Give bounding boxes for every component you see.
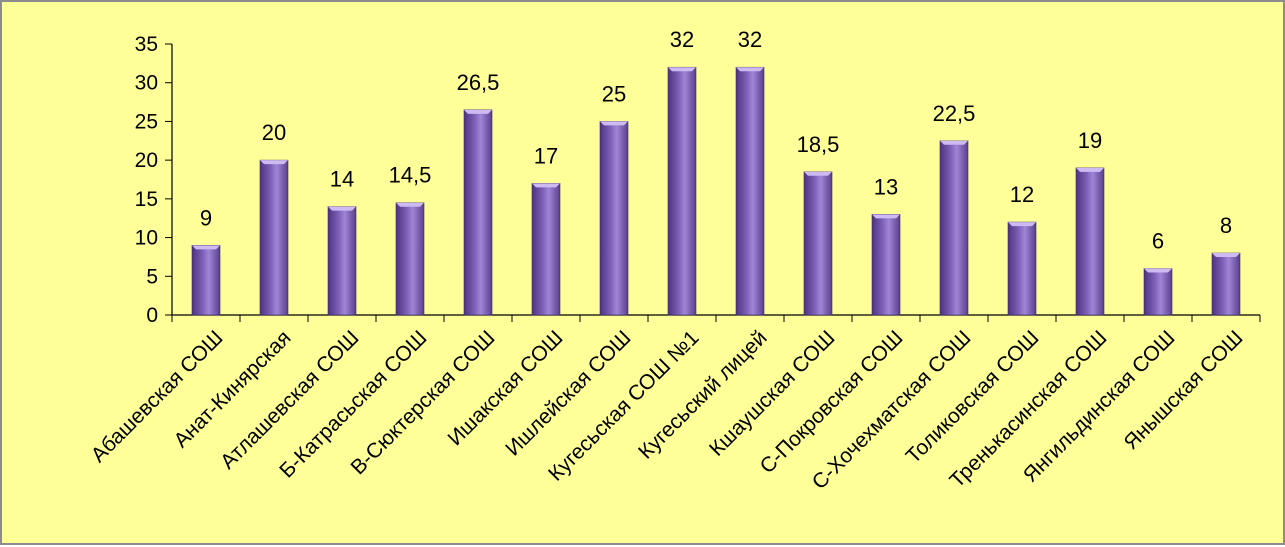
bar bbox=[803, 171, 833, 316]
data-label: 32 bbox=[738, 27, 762, 52]
bar-bevel bbox=[600, 121, 628, 126]
bar-body bbox=[191, 245, 221, 316]
bar bbox=[327, 206, 357, 316]
bar-body bbox=[1143, 268, 1173, 316]
data-labels: 9 20 14 14,5 26,5 17 25 32 32 18,5 13 22,5 12 19 6 8 bbox=[200, 27, 1232, 253]
bar-body bbox=[531, 183, 561, 316]
data-label: 22,5 bbox=[933, 101, 976, 126]
bar bbox=[1007, 221, 1037, 316]
y-tick-label: 10 bbox=[135, 227, 158, 250]
y-tick-label: 5 bbox=[146, 265, 158, 288]
bar-bevel bbox=[1076, 167, 1104, 172]
category-labels: Абашевская СОШАнат-КинярскаяАтлашевская … bbox=[87, 326, 1248, 494]
bar-bevel bbox=[668, 67, 696, 72]
data-label: 20 bbox=[262, 120, 286, 145]
data-label: 9 bbox=[200, 205, 212, 230]
data-label: 14 bbox=[330, 167, 354, 192]
y-tick-label: 20 bbox=[135, 149, 158, 172]
bar-bevel bbox=[940, 140, 968, 145]
bar bbox=[735, 66, 765, 316]
data-label: 18,5 bbox=[797, 132, 840, 157]
bar-bevel bbox=[872, 214, 900, 219]
data-label: 13 bbox=[874, 174, 898, 199]
bar bbox=[395, 202, 425, 316]
bar bbox=[871, 214, 901, 316]
bar-body bbox=[667, 66, 697, 316]
bar-body bbox=[463, 109, 493, 316]
bar-bevel bbox=[532, 183, 560, 188]
y-tick-label: 25 bbox=[135, 110, 158, 133]
category-label: Анат-Кинярская bbox=[169, 326, 295, 452]
data-label: 17 bbox=[534, 143, 558, 168]
category-label: Абашевская СОШ bbox=[87, 326, 228, 467]
category-label: Толиковская СОШ bbox=[902, 326, 1044, 468]
bar-bevel bbox=[1008, 222, 1036, 227]
bar-body bbox=[735, 66, 765, 316]
bars bbox=[191, 66, 1241, 316]
data-label: 32 bbox=[670, 27, 694, 52]
y-tick-label: 15 bbox=[135, 188, 158, 211]
bar-bevel bbox=[396, 202, 424, 207]
category-label: Янышская СОШ bbox=[1120, 326, 1248, 454]
data-label: 6 bbox=[1152, 229, 1164, 254]
bar bbox=[531, 183, 561, 316]
bar bbox=[599, 121, 629, 316]
bar bbox=[191, 245, 221, 316]
bar bbox=[1211, 252, 1241, 316]
data-label: 26,5 bbox=[457, 70, 500, 95]
data-label: 12 bbox=[1010, 182, 1034, 207]
bar-body bbox=[1211, 252, 1241, 316]
bar-bevel bbox=[328, 206, 356, 211]
bar-body bbox=[327, 206, 357, 316]
data-label: 8 bbox=[1220, 213, 1232, 238]
bar-body bbox=[599, 121, 629, 316]
data-label: 19 bbox=[1078, 128, 1102, 153]
y-tick-label: 0 bbox=[146, 304, 158, 327]
bar-bevel bbox=[736, 67, 764, 72]
bar-bevel bbox=[192, 245, 220, 250]
bar bbox=[1075, 167, 1105, 316]
bar-body bbox=[1075, 167, 1105, 316]
category-label: Ишакская СОШ bbox=[444, 326, 568, 450]
bar bbox=[939, 140, 969, 316]
bar-body bbox=[803, 171, 833, 316]
bar-body bbox=[395, 202, 425, 316]
category-label: Кшаушская СОШ bbox=[705, 326, 839, 460]
bar-bevel bbox=[804, 171, 832, 176]
category-label: Ишлейская СОШ bbox=[501, 326, 635, 460]
bar bbox=[463, 109, 493, 316]
bar-bevel bbox=[1144, 268, 1172, 273]
bar-bevel bbox=[260, 160, 288, 165]
bar-bevel bbox=[1212, 253, 1240, 258]
bar-bevel bbox=[464, 109, 492, 114]
bar-body bbox=[871, 214, 901, 316]
bar-body bbox=[939, 140, 969, 316]
bar-body bbox=[259, 159, 289, 316]
y-tick-label: 30 bbox=[135, 72, 158, 95]
bar bbox=[667, 66, 697, 316]
data-label: 14,5 bbox=[389, 163, 432, 188]
y-tick-label: 35 bbox=[135, 33, 158, 56]
bar bbox=[1143, 268, 1173, 316]
bar-body bbox=[1007, 221, 1037, 316]
category-label: Кугесьский лицей bbox=[634, 326, 771, 463]
bar bbox=[259, 159, 289, 316]
data-label: 25 bbox=[602, 81, 626, 106]
